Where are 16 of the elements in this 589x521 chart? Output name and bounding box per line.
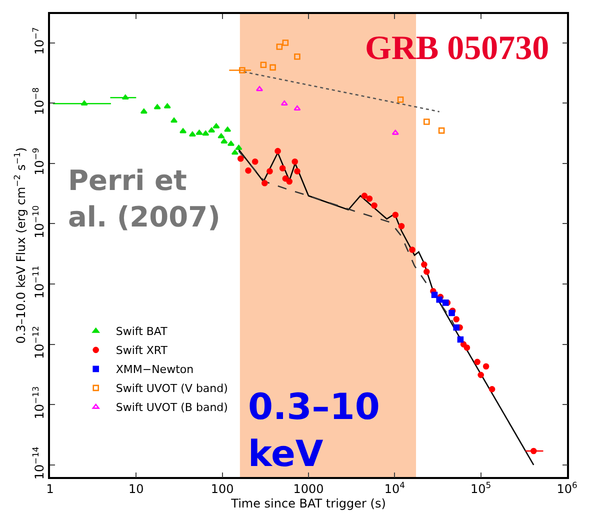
legend-label: Swift BAT xyxy=(116,325,168,338)
x-tick-label: 1 xyxy=(46,482,54,496)
annotation: 0.3–10 keV xyxy=(248,387,380,475)
legend-label: XMM−Newton xyxy=(116,363,194,376)
legend-label: Swift XRT xyxy=(116,344,168,358)
x-tick-label: 10$^{6}$ xyxy=(556,480,578,496)
annotation: Perri et al. (2007) xyxy=(68,164,220,234)
x-tick-label: 1000 xyxy=(293,482,324,496)
legend-label: Swift UVOT (V band) xyxy=(116,382,228,396)
x-tick-label: 10 xyxy=(128,482,144,496)
x-axis-title: Time since BAT trigger (s) xyxy=(230,496,386,511)
x-tick-label: 100 xyxy=(210,482,234,496)
annotation: GRB 050730 xyxy=(365,30,550,67)
x-tick-label: 10$^{5}$ xyxy=(470,480,492,496)
legend-label: Swift UVOT (B band) xyxy=(116,401,228,414)
x-tick-label: 10$^{4}$ xyxy=(384,480,405,496)
